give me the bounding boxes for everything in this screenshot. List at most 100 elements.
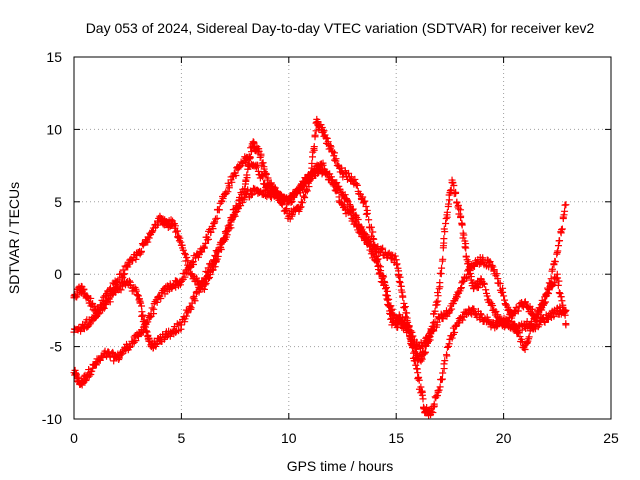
data-point-interp	[246, 153, 254, 161]
data-point-interp	[351, 175, 359, 183]
data-point-interp	[556, 290, 564, 298]
data-point-interp	[184, 257, 192, 265]
data-point-interp	[396, 279, 404, 287]
data-point-interp	[323, 169, 331, 177]
data-point-interp	[117, 286, 125, 294]
data-point-interp	[201, 281, 209, 289]
data-point-interp	[451, 328, 459, 336]
data-point-interp	[438, 375, 446, 383]
data-point-interp	[445, 200, 453, 208]
data-point-interp	[340, 202, 348, 210]
data-point-interp	[560, 306, 568, 314]
data-point-interp	[120, 270, 128, 278]
data-point-interp	[137, 247, 145, 255]
data-point-interp	[462, 244, 470, 252]
data-point-interp	[204, 235, 212, 243]
y-tick-label: 15	[46, 49, 62, 65]
data-point-interp	[383, 292, 391, 300]
data-point-interp	[365, 240, 373, 248]
data-point-interp	[241, 185, 249, 193]
data-point-interp	[202, 239, 210, 247]
data-point-interp	[134, 291, 142, 299]
data-point-interp	[514, 307, 522, 315]
data-point-interp	[176, 234, 184, 242]
data-point-interp	[121, 270, 129, 278]
data-point-interp	[223, 231, 231, 239]
data-point-interp	[232, 172, 240, 180]
data-point-interp	[443, 208, 451, 216]
data-point-interp	[393, 260, 401, 268]
data-point-interp	[211, 215, 219, 223]
data-point-interp	[362, 202, 370, 210]
data-point-interp	[133, 291, 141, 299]
data-point-interp	[307, 169, 315, 177]
data-point-interp	[185, 262, 193, 270]
data-point-interp	[373, 256, 381, 264]
data-point-interp	[496, 279, 504, 287]
data-point-interp	[544, 289, 552, 297]
data-point-interp	[380, 273, 388, 281]
y-tick-label: -5	[50, 339, 63, 355]
data-point-interp	[454, 201, 462, 209]
data-point-interp	[282, 206, 290, 214]
series-track-2	[70, 163, 570, 365]
data-point-interp	[305, 183, 313, 191]
data-point-interp	[187, 304, 195, 312]
data-point-interp	[297, 198, 305, 206]
data-point-interp	[382, 283, 390, 291]
data-point-interp	[556, 237, 564, 245]
data-point-interp	[555, 289, 563, 297]
data-point-interp	[259, 173, 267, 181]
data-point-interp	[254, 167, 262, 175]
data-point-interp	[440, 360, 448, 368]
data-point-interp	[235, 200, 243, 208]
data-point-interp	[460, 231, 468, 239]
data-point-interp	[236, 163, 244, 171]
data-point-interp	[557, 226, 565, 234]
data-point-interp	[108, 288, 116, 296]
data-point-interp	[482, 286, 490, 294]
data-point-interp	[115, 355, 123, 363]
data-point-interp	[181, 249, 189, 257]
data-point-interp	[434, 292, 442, 300]
data-point-interp	[551, 258, 559, 266]
data-point-interp	[279, 198, 287, 206]
data-point-interp	[377, 245, 385, 253]
data-point-interp	[418, 391, 426, 399]
data-point	[414, 369, 422, 377]
data-point-interp	[425, 331, 433, 339]
data-point-interp	[367, 223, 375, 231]
data-point-interp	[358, 225, 366, 233]
data-point-interp	[300, 192, 308, 200]
data-point-interp	[153, 298, 161, 306]
data-point-interp	[326, 142, 334, 150]
data-point-interp	[234, 203, 242, 211]
data-point-interp	[443, 352, 451, 360]
y-axis-label: SDTVAR / TECUs	[6, 182, 22, 294]
data-point	[177, 321, 185, 329]
data-point-interp	[257, 152, 265, 160]
data-point-interp	[561, 207, 569, 215]
data-point	[145, 234, 153, 242]
data-point-interp	[462, 252, 470, 260]
data-point-interp	[228, 178, 236, 186]
data-point-interp	[378, 246, 386, 254]
data-point-interp	[513, 329, 521, 337]
data-point-interp	[71, 369, 79, 377]
x-tick-label: 0	[70, 430, 78, 446]
data-point-interp	[436, 279, 444, 287]
data-point-interp	[391, 312, 399, 320]
data-point-interp	[558, 225, 566, 233]
data-point-interp	[215, 206, 223, 214]
data-point-interp	[391, 252, 399, 260]
data-point-interp	[465, 270, 473, 278]
series-track-1	[70, 153, 570, 419]
data-point-interp	[499, 288, 507, 296]
data-point-interp	[243, 171, 251, 179]
data-point-interp	[530, 323, 538, 331]
data-point-interp	[219, 194, 227, 202]
data-point-interp	[221, 236, 229, 244]
data-point-interp	[461, 243, 469, 251]
data-point-interp	[501, 296, 509, 304]
